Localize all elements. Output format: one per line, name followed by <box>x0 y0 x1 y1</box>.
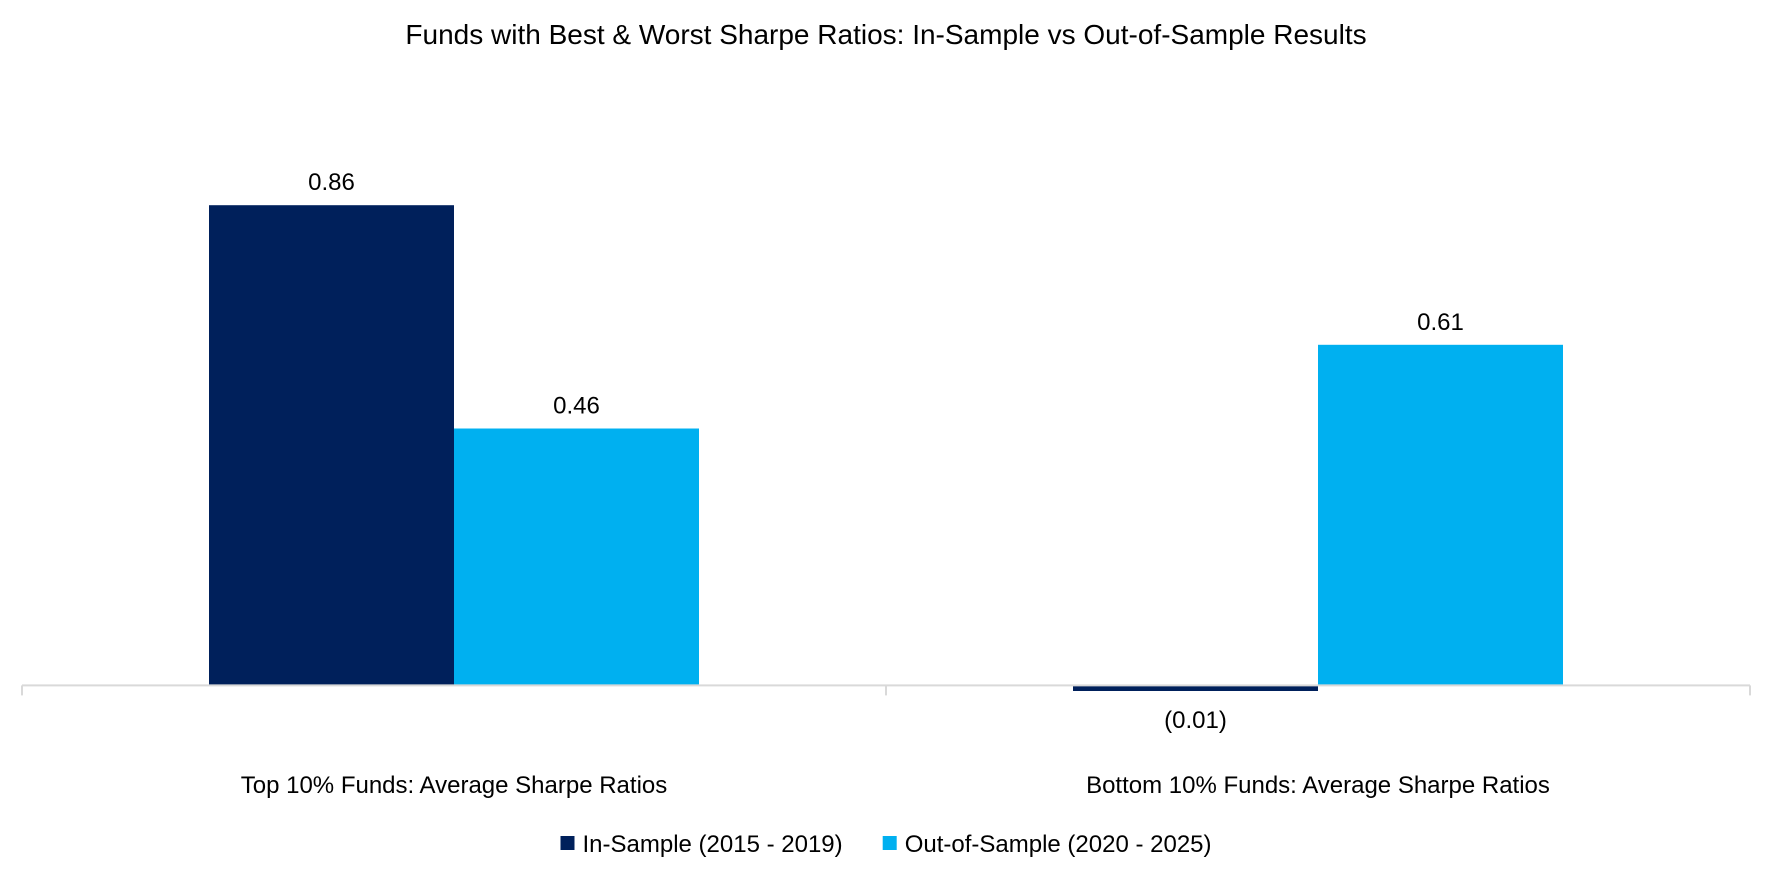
bar <box>454 428 699 686</box>
legend-swatch <box>882 836 897 850</box>
bar <box>1318 344 1563 686</box>
data-label: (0.01) <box>1164 707 1227 734</box>
data-label: 0.86 <box>308 169 355 196</box>
legend-label: In-Sample (2015 - 2019) <box>583 831 843 858</box>
data-label: 0.61 <box>1417 309 1464 336</box>
legend: In-Sample (2015 - 2019) Out-of-Sample (20… <box>560 831 1212 858</box>
plot-area: 0.86 (0.01) 0.46 0.61 Top 10% Funds: Average… <box>21 169 1751 799</box>
data-label: 0.46 <box>553 393 600 420</box>
legend-label: Out-of-Sample (2020 - 2025) <box>905 831 1212 858</box>
chart-title: Funds with Best & Worst Sharpe Ratios: I… <box>405 19 1366 50</box>
legend-swatch <box>560 836 575 850</box>
x-tick-label: Top 10% Funds: Average Sharpe Ratios <box>241 772 668 799</box>
x-tick-label: Bottom 10% Funds: Average Sharpe Ratios <box>1086 772 1550 799</box>
bar <box>1073 685 1318 691</box>
bar <box>209 205 454 686</box>
